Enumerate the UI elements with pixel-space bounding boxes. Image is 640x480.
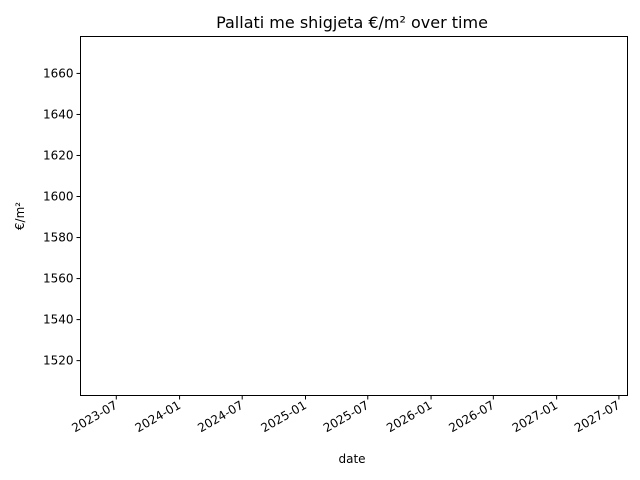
x-tick-label: 2023-07: [69, 398, 119, 435]
y-axis-label: €/m²: [13, 202, 27, 230]
chart-title: Pallati me shigjeta €/m² over time: [216, 13, 488, 32]
y-tick-label: 1620: [43, 148, 74, 162]
x-axis-label: date: [338, 452, 365, 466]
y-tick-label: 1540: [43, 313, 74, 327]
x-axis: 2023-07 2024-01 2024-07 2025-01 2025-07 2026-…: [69, 395, 622, 435]
x-tick-label: 2024-01: [133, 398, 183, 435]
plot-area: [80, 36, 628, 396]
y-tick-label: 1660: [43, 66, 74, 80]
y-axis: 1520 1540 1560 1580 1600 1620 1640 1660: [43, 66, 81, 368]
x-tick-label: 2026-01: [384, 398, 434, 435]
x-tick-label: 2027-07: [572, 398, 622, 435]
y-tick-label: 1640: [43, 107, 74, 121]
y-tick-label: 1520: [43, 354, 74, 368]
x-tick-label: 2024-07: [195, 398, 245, 435]
y-tick-label: 1580: [43, 231, 74, 245]
y-tick-label: 1560: [43, 272, 74, 286]
x-tick-label: 2026-07: [446, 398, 496, 435]
x-tick-label: 2025-07: [321, 398, 371, 435]
x-tick-label: 2025-01: [259, 398, 309, 435]
x-tick-label: 2027-01: [510, 398, 560, 435]
y-tick-label: 1600: [43, 190, 74, 204]
